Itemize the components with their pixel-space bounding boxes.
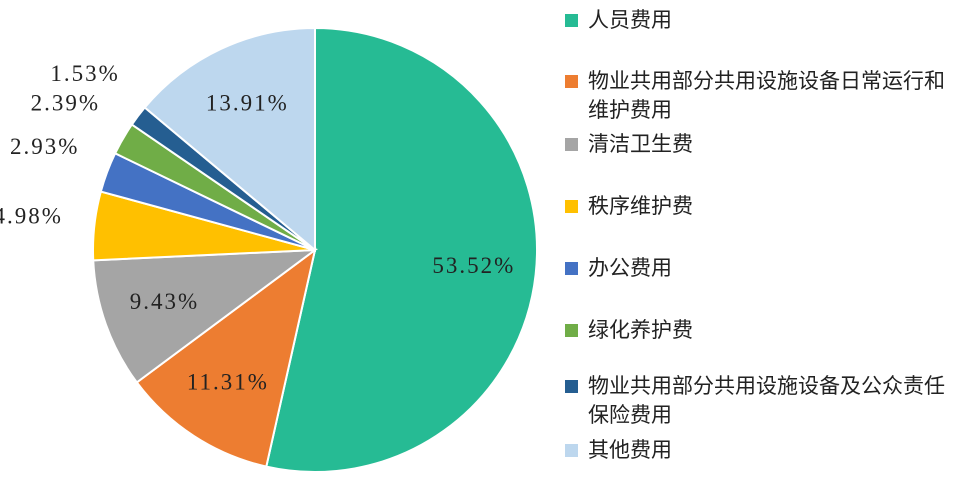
- data-label: 9.43%: [130, 289, 199, 314]
- pie: 53.52% 11.31% 9.43% 4.98% 2.93% 2.39% 1.53% 13.…: [0, 26, 538, 473]
- legend-swatch: [565, 200, 578, 213]
- legend-swatch: [565, 324, 578, 337]
- legend-swatch: [565, 262, 578, 275]
- legend-item: 物业共用部分共用设施设备日常运行和维护费用: [565, 67, 945, 125]
- data-label: 11.31%: [187, 369, 269, 394]
- legend-swatch: [565, 380, 578, 393]
- pie-slice: [92, 248, 319, 384]
- data-label: 4.98%: [0, 204, 63, 229]
- legend-label: 物业共用部分共用设施设备及公众责任保险费用: [588, 374, 945, 427]
- data-label: 13.91%: [206, 90, 289, 115]
- legend-item: 人员费用: [565, 6, 945, 35]
- legend-label: 清洁卫生费: [588, 132, 693, 156]
- legend-item: 办公费用: [565, 254, 945, 283]
- pie-slice: [135, 247, 317, 468]
- legend-label: 办公费用: [588, 256, 672, 280]
- data-label: 2.39%: [31, 90, 100, 115]
- legend-swatch: [565, 75, 578, 88]
- legend-label: 物业共用部分共用设施设备日常运行和维护费用: [588, 69, 945, 122]
- legend-item: 物业共用部分共用设施设备及公众责任保险费用: [565, 372, 945, 430]
- legend-item: 清洁卫生费: [565, 130, 945, 159]
- pie-slice: [143, 26, 316, 253]
- legend-swatch: [565, 138, 578, 151]
- data-label: 1.53%: [50, 61, 119, 86]
- legend-label: 绿化养护费: [588, 318, 693, 342]
- data-label: 53.52%: [432, 253, 515, 278]
- legend-label: 其他费用: [588, 438, 672, 462]
- legend-swatch: [565, 444, 578, 457]
- legend-item: 秩序维护费: [565, 192, 945, 221]
- pie-slice: [265, 26, 538, 473]
- legend-swatch: [565, 14, 578, 27]
- legend-label: 人员费用: [588, 8, 672, 32]
- legend-item: 绿化养护费: [565, 316, 945, 345]
- legend-label: 秩序维护费: [588, 194, 693, 218]
- legend-item: 其他费用: [565, 436, 945, 465]
- data-label: 2.93%: [10, 134, 79, 159]
